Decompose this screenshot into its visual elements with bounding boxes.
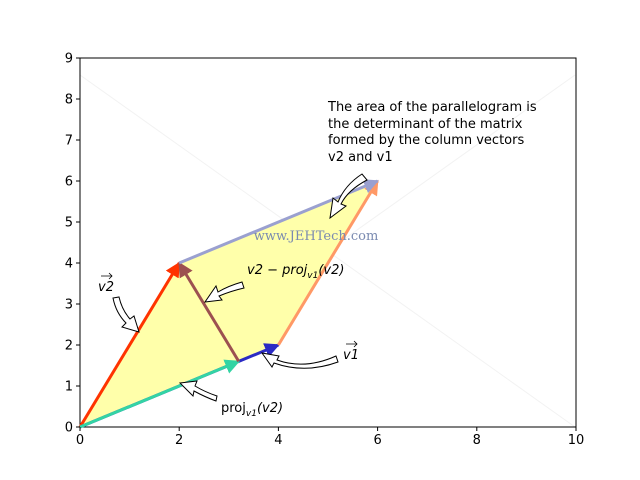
v1-vector-arrow-icon — [346, 340, 358, 348]
y-axis: 0 1 2 3 4 5 6 7 8 9 — [65, 52, 80, 436]
y-tick-label: 5 — [65, 216, 73, 231]
watermark-text: www.JEHTech.com — [254, 229, 379, 244]
proj-label-main: proj — [221, 401, 246, 416]
x-tick-label: 0 — [76, 433, 84, 448]
v2-label: v2 — [98, 272, 114, 295]
x-tick-label: 6 — [373, 433, 381, 448]
v2-label-text: v2 — [98, 280, 114, 295]
plot-area — [79, 57, 577, 428]
v2-vector-arrow-icon — [101, 272, 113, 280]
vector-v2-shifted — [277, 179, 379, 346]
v2-label-arrow — [112, 296, 140, 333]
area-note: The area of the parallelogram is the det… — [327, 100, 537, 165]
y-tick-label: 1 — [65, 380, 73, 395]
perp-label-text: v2 − projv1(v2) — [247, 263, 344, 281]
vector-proj — [79, 359, 241, 429]
area-note-arrow — [329, 173, 368, 220]
area-note-line-2: the determinant of the matrix — [328, 117, 523, 132]
perp-label-sub: v1 — [307, 271, 318, 281]
area-note-line-4: v2 and v1 — [328, 150, 393, 165]
v1-label-text: v1 — [343, 348, 359, 363]
area-note-line-3: formed by the column vectors — [328, 133, 524, 148]
perp-label: v2 − projv1(v2) — [247, 263, 344, 281]
y-tick-label: 2 — [65, 339, 73, 354]
x-axis: 0 2 4 6 8 10 — [76, 427, 584, 448]
annotation-arrows — [112, 173, 368, 402]
vector-perp — [177, 261, 241, 363]
y-tick-label: 0 — [65, 421, 73, 436]
proj-label-arg: (v2) — [257, 401, 283, 416]
y-tick-label: 7 — [65, 134, 73, 149]
v1-label: v1 — [343, 340, 359, 363]
v1-label-arrow — [260, 352, 339, 369]
proj-label: projv1(v2) — [221, 401, 283, 419]
perp-label-arrow — [203, 281, 245, 303]
x-tick-label: 4 — [274, 433, 282, 448]
x-tick-label: 10 — [568, 433, 585, 448]
x-tick-label: 2 — [175, 433, 183, 448]
proj-label-sub: v1 — [246, 409, 257, 419]
perp-label-main: v2 − proj — [247, 263, 308, 278]
perp-label-arg: (v2) — [318, 263, 344, 278]
y-tick-label: 4 — [65, 257, 73, 272]
proj-label-text: projv1(v2) — [221, 401, 283, 419]
x-tick-label: 8 — [473, 433, 481, 448]
y-tick-label: 6 — [65, 175, 73, 190]
proj-label-arrow — [178, 380, 218, 402]
y-tick-label: 8 — [65, 93, 73, 108]
parallelogram — [80, 181, 378, 427]
y-tick-label: 9 — [65, 52, 73, 67]
vector-v2 — [78, 261, 181, 428]
y-tick-label: 3 — [65, 298, 73, 313]
area-note-line-1: The area of the parallelogram is — [327, 100, 537, 115]
